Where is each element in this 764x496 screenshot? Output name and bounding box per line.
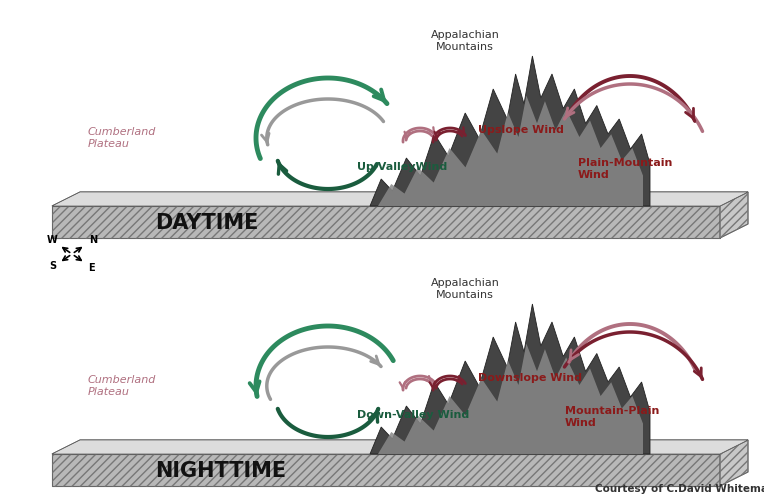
Text: DAYTIME: DAYTIME: [155, 213, 258, 233]
Text: W: W: [47, 235, 58, 245]
Text: S: S: [49, 261, 56, 271]
Text: Appalachian
Mountains: Appalachian Mountains: [431, 278, 500, 300]
Polygon shape: [52, 192, 748, 206]
Text: Cumberland
Plateau: Cumberland Plateau: [88, 375, 157, 397]
Polygon shape: [378, 96, 643, 206]
Text: Downslope Wind: Downslope Wind: [478, 373, 582, 383]
Polygon shape: [720, 192, 748, 238]
Polygon shape: [52, 440, 748, 454]
Text: Mountain-Plain
Wind: Mountain-Plain Wind: [565, 406, 659, 428]
Text: Plain-Mountain
Wind: Plain-Mountain Wind: [578, 158, 672, 180]
Polygon shape: [378, 344, 643, 454]
Text: Appalachian
Mountains: Appalachian Mountains: [431, 30, 500, 52]
Polygon shape: [370, 56, 650, 206]
Polygon shape: [370, 304, 650, 454]
Polygon shape: [52, 192, 748, 206]
Polygon shape: [720, 440, 748, 486]
Text: Down-Valley Wind: Down-Valley Wind: [357, 410, 469, 420]
Text: Cumberland
Plateau: Cumberland Plateau: [88, 127, 157, 149]
Text: N: N: [89, 235, 97, 245]
Polygon shape: [52, 454, 720, 486]
Text: E: E: [88, 263, 95, 273]
Polygon shape: [52, 440, 748, 454]
Text: Courtesy of C.David Whiteman: Courtesy of C.David Whiteman: [595, 484, 764, 494]
Text: Upslope Wind: Upslope Wind: [478, 125, 564, 135]
Text: NIGHTTIME: NIGHTTIME: [155, 461, 286, 481]
Text: Up-ValleyWind: Up-ValleyWind: [357, 162, 447, 172]
Polygon shape: [52, 206, 720, 238]
